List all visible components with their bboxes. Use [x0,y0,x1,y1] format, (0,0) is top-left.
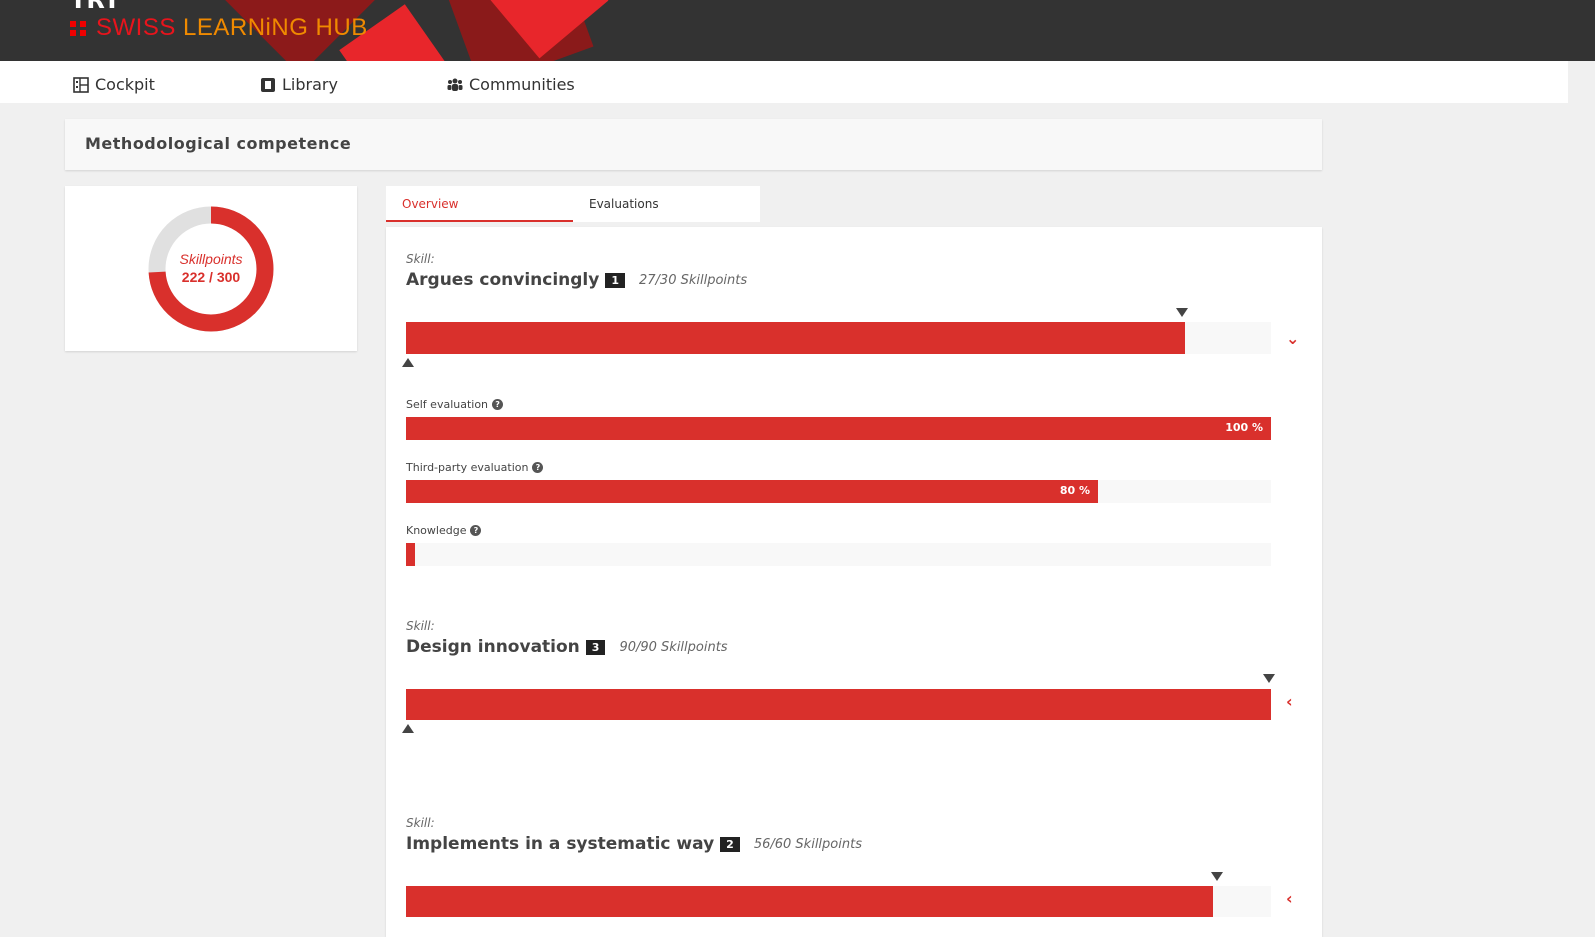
level-badge: 2 [720,836,740,852]
skill-label: Skill: [406,619,435,633]
tab-evaluations[interactable]: Evaluations [589,197,659,211]
eval-label: Knowledge? [406,524,482,537]
nav-label: Cockpit [95,75,155,94]
eval-label-text: Third-party evaluation [406,461,529,474]
nav-communities[interactable]: Communities [447,75,575,94]
skill-points: 90/90 Skillpoints [619,639,728,655]
users-icon [447,78,463,91]
eval-label-text: Knowledge [406,524,467,537]
skillpoints-donut: Skillpoints 222 / 300 [148,206,274,332]
third-party-eval-value: 80 % [1059,484,1090,497]
skills-panel: Skill: Argues convincingly 1 27/30 Skillpo… [386,227,1322,937]
skill-title: Design innovation [406,637,580,657]
help-icon[interactable]: ? [532,462,544,473]
dashboard-icon [73,76,89,93]
tab-overview[interactable]: Overview [386,186,573,222]
level-badge: 1 [605,272,625,288]
knowledge-bar [406,543,1271,566]
self-eval-fill: 100 % [406,417,1271,440]
skill-progress-bar [406,322,1271,354]
skill-progress-fill [406,322,1185,354]
skill-name: Implements in a systematic way 2 56/60 Ski… [406,834,862,854]
book-icon [261,77,275,92]
skill-label: Skill: [406,252,435,266]
logo-swiss: SWISS [96,14,176,41]
skill-label: Skill: [406,816,435,830]
chevron-down-icon[interactable]: ⌄ [1286,329,1300,348]
chevron-left-icon[interactable]: ‹ [1286,692,1293,711]
third-party-eval-fill: 80 % [406,480,1098,503]
nav-cockpit[interactable]: Cockpit [73,75,155,94]
donut-value: 222 / 300 [182,269,241,285]
start-marker-icon [402,358,414,367]
skill-name: Design innovation 3 90/90 Skillpoints [406,637,728,657]
swiss-cross-icon [70,19,88,36]
start-marker-icon [402,724,414,733]
nav-library[interactable]: Library [260,75,338,94]
tabs: Overview Evaluations [386,186,760,222]
self-eval-bar: 100 % [406,417,1271,440]
level-badge: 3 [585,639,606,655]
skill-progress-fill [406,689,1271,720]
logo[interactable]: SWISS LEARNiNG HUB [70,14,368,42]
target-marker-icon [1176,308,1188,317]
logo-top: TRT [70,0,121,14]
skill-title: Argues convincingly [406,270,600,290]
donut-label: Skillpoints [179,251,242,267]
skillpoints-card: Skillpoints 222 / 300 [65,186,357,351]
main-nav: Cockpit Library Communities [0,61,1568,103]
skill-name: Argues convincingly 1 27/30 Skillpoints [406,270,747,290]
chevron-left-icon[interactable]: ‹ [1286,889,1293,908]
target-marker-icon [1263,674,1275,683]
skill-progress-bar [406,886,1271,917]
skill-progress-fill [406,886,1214,917]
target-marker-icon [1211,872,1223,881]
page-title: Methodological competence [65,119,1322,170]
help-icon[interactable]: ? [470,525,482,536]
knowledge-fill [406,543,415,566]
skill-title: Implements in a systematic way [406,834,715,854]
eval-label: Third-party evaluation? [406,461,544,474]
donut-arc [148,206,274,332]
skill-progress-bar [406,689,1271,720]
skill-points: 27/30 Skillpoints [639,272,748,288]
nav-label: Communities [469,75,575,94]
third-party-eval-bar: 80 % [406,480,1271,503]
eval-label: Self evaluation? [406,398,504,411]
eval-label-text: Self evaluation [406,398,489,411]
help-icon[interactable]: ? [492,399,504,410]
nav-label: Library [282,75,338,94]
app-header: TRT SWISS LEARNiNG HUB [0,0,1595,61]
skill-points: 56/60 Skillpoints [753,836,862,852]
self-eval-value: 100 % [1225,421,1263,434]
logo-learning-hub: LEARNiNG HUB [183,14,368,41]
